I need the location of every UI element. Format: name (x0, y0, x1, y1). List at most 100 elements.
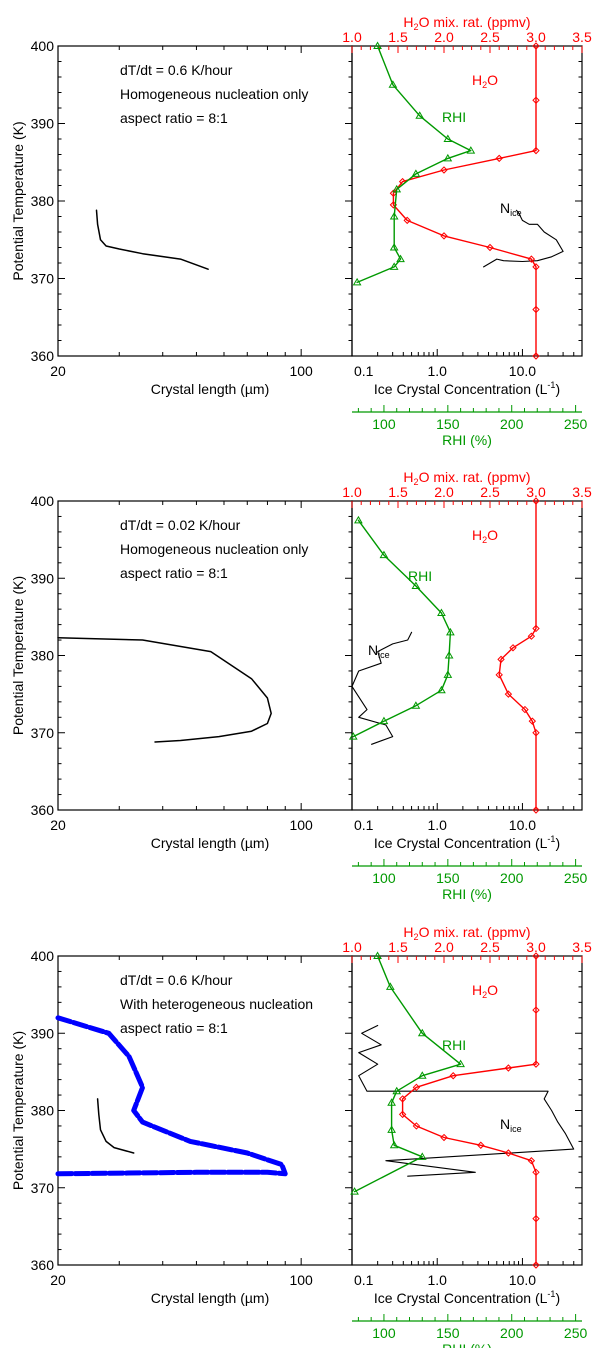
h2o-marker (532, 806, 540, 814)
h2o-marker (440, 166, 448, 174)
x-right-axis-label: Ice Crystal Concentration (L-1) (374, 380, 560, 397)
h2o-marker (532, 96, 540, 104)
rhi-tick-label: 250 (564, 1325, 588, 1341)
panel-annotation: aspect ratio = 8:1 (120, 110, 228, 126)
h2o-curve-label: H2O (472, 72, 498, 90)
x-top-axis-label-rest: O mix. rat. (ppmv) (419, 14, 531, 30)
h2o-curve-label-h: H (472, 982, 482, 998)
x-right-tick-label: 0.1 (354, 363, 374, 379)
y-tick-label: 370 (31, 1180, 55, 1196)
rhi-marker (411, 701, 421, 709)
h2o-curve-label-h: H (472, 72, 482, 88)
h2o-marker (398, 1110, 407, 1119)
x-top-axis-label-rest: O mix. rat. (ppmv) (419, 469, 531, 485)
x-top-axis-label-rest: O mix. rat. (ppmv) (419, 924, 531, 940)
h2o-marker (521, 705, 529, 714)
crystal-length-curve (96, 1098, 135, 1154)
h2o-marker (412, 1083, 421, 1092)
rhi-marker (415, 111, 425, 119)
h2o-marker (532, 146, 540, 155)
rhi-marker (446, 627, 455, 636)
h2o-curve (392, 45, 537, 357)
panel-annotation: dT/dt = 0.6 K/hour (120, 62, 233, 78)
het-crystal-length-curve (55, 1015, 288, 1177)
x-top-tick-label: 2.5 (480, 939, 500, 955)
h2o-marker (532, 1060, 540, 1068)
x-left-axis-label: Crystal length (µm) (151, 381, 270, 397)
rhi-marker (411, 581, 421, 589)
rhi-marker (443, 134, 453, 142)
x-top-tick-label: 2.5 (480, 29, 500, 45)
h2o-marker (504, 1149, 513, 1157)
x-top-tick-label: 1.0 (342, 484, 362, 500)
panel-top: 360 370 380 390 400 Potential Temperature (K)… (10, 14, 592, 448)
rhi-marker (350, 1187, 359, 1195)
x-top-tick-label: 3.0 (526, 29, 546, 45)
rhi-tick-label: 150 (436, 870, 460, 886)
h2o-curve-label: H2O (472, 527, 498, 545)
rhi-marker (379, 716, 389, 725)
x-top-tick-label: 3.5 (572, 29, 592, 45)
n-ice-label-sub: ice (510, 208, 522, 218)
x-top-tick-label: 1.0 (342, 29, 362, 45)
n-ice-label-main: N (500, 1116, 510, 1132)
h2o-marker (504, 690, 513, 698)
panel-annotation: aspect ratio = 8:1 (120, 1020, 228, 1036)
x-top-tick-label: 1.0 (342, 939, 362, 955)
rhi-marker (392, 1086, 402, 1095)
x-top-axis-label: H2O mix. rat. (ppmv) (403, 469, 530, 487)
x-top-tick-label: 2.0 (434, 939, 454, 955)
h2o-curve-label-rest: O (487, 982, 498, 998)
y-tick-label: 360 (31, 802, 55, 818)
h2o-curve-label-rest: O (487, 72, 498, 88)
h2o-marker (509, 644, 517, 652)
x-top-axis-label-sub: 2 (414, 932, 419, 942)
h2o-marker (532, 263, 540, 271)
rhi-axis-label: RHI (%) (442, 432, 492, 448)
x-top-axis-label-h: H (403, 924, 413, 940)
x-top-tick-label: 2.5 (480, 484, 500, 500)
panel-annotation: Homogeneous nucleation only (120, 86, 308, 102)
h2o-marker (398, 1095, 407, 1103)
rhi-marker (389, 262, 399, 270)
x-right-axis-label-close: ) (555, 381, 560, 397)
x-right-tick-label: 10.0 (509, 817, 536, 833)
rhi-marker (387, 1125, 396, 1133)
x-top-tick-label: 1.5 (388, 939, 408, 955)
crystal-length-curve (95, 209, 209, 270)
y-tick-label: 400 (31, 38, 55, 54)
x-right-axis-label-main: Ice Crystal Concentration (L (374, 835, 548, 851)
panel-annotation: With heterogeneous nucleation (120, 996, 313, 1012)
panel-annotation: aspect ratio = 8:1 (120, 565, 228, 581)
x-left-axis-label: Crystal length (µm) (151, 835, 270, 851)
h2o-marker (477, 1141, 485, 1149)
x-right-tick-label: 1.0 (427, 363, 447, 379)
n-ice-curve (358, 1024, 575, 1177)
x-right-axis-label-sup: -1 (547, 1289, 555, 1299)
rhi-tick-label: 100 (372, 870, 396, 886)
x-left-axis-label: Crystal length (µm) (151, 1290, 270, 1306)
rhi-tick-label: 200 (500, 416, 524, 432)
y-tick-label: 390 (31, 1025, 55, 1041)
h2o-marker (532, 1214, 540, 1223)
h2o-marker (527, 1157, 536, 1165)
x-top-tick-label: 3.0 (526, 939, 546, 955)
right-plot-frame (351, 45, 583, 357)
rhi-marker (392, 184, 402, 193)
h2o-marker (532, 624, 540, 633)
x-top-tick-label: 2.0 (434, 29, 454, 45)
x-top-axis-label: H2O mix. rat. (ppmv) (403, 14, 530, 32)
h2o-marker (527, 632, 536, 640)
y-tick-label: 380 (31, 648, 55, 664)
x-left-tick-label: 100 (289, 817, 313, 833)
rhi-marker (373, 951, 382, 959)
rhi-marker (417, 1071, 427, 1079)
n-ice-label-main: N (500, 200, 510, 216)
x-right-axis-label-close: ) (555, 835, 560, 851)
rhi-marker (387, 1098, 396, 1106)
h2o-marker (495, 154, 503, 163)
n-ice-curve-label: Nice (500, 200, 522, 218)
y-tick-label: 380 (31, 193, 55, 209)
rhi-marker (379, 550, 389, 559)
y-axis-label: Potential Temperature (K) (10, 576, 26, 735)
